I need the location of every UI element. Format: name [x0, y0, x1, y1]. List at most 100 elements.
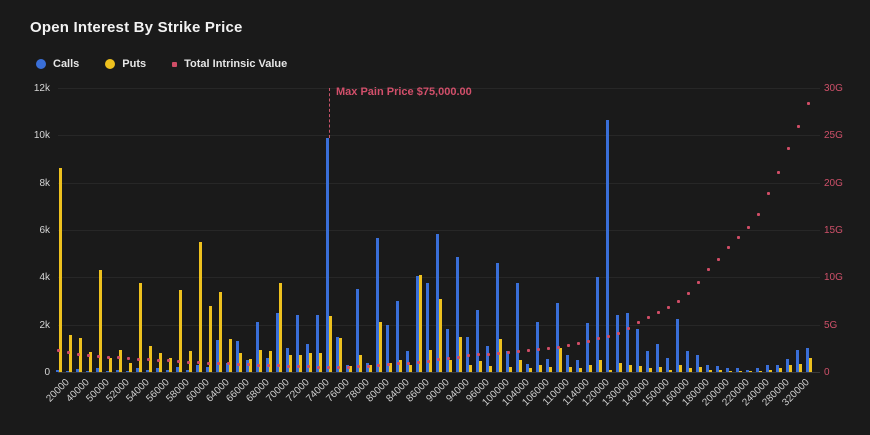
intrinsic-dot [487, 352, 490, 356]
puts-bar [109, 357, 112, 372]
calls-bar [356, 289, 359, 372]
puts-bar [469, 364, 472, 372]
calls-bar [336, 336, 339, 372]
puts-bar [179, 290, 182, 372]
calls-bar [706, 364, 709, 372]
puts-bar [199, 241, 202, 372]
puts-bar [799, 363, 802, 372]
intrinsic-dot [517, 349, 520, 353]
calls-bar [56, 369, 59, 372]
calls-bar [116, 369, 119, 372]
puts-bar [239, 353, 242, 372]
puts-bar [619, 362, 622, 372]
puts-bar [459, 336, 462, 372]
calls-bar [716, 366, 719, 372]
puts-bar [669, 369, 672, 372]
puts-bar [729, 370, 732, 372]
calls-bar [756, 368, 759, 372]
calls-bar [376, 238, 379, 372]
calls-bar [696, 355, 699, 372]
calls-bar [246, 360, 249, 372]
intrinsic-dot [307, 365, 310, 369]
intrinsic-dot [387, 363, 390, 367]
calls-bar [276, 312, 279, 372]
puts-bar [719, 369, 722, 372]
puts-bar [429, 349, 432, 372]
left-axis-tick-label: 8k [39, 178, 50, 189]
intrinsic-dot [127, 357, 130, 361]
intrinsic-dot [157, 358, 160, 362]
calls-bar [306, 343, 309, 372]
calls-bar [86, 370, 89, 372]
puts-bar [749, 370, 752, 372]
left-axis-tick-label: 12k [33, 83, 50, 94]
puts-bar [409, 364, 412, 372]
intrinsic-dot [587, 340, 590, 344]
puts-bar [69, 335, 72, 372]
left-axis-tick-label: 6k [39, 225, 50, 236]
intrinsic-dot [167, 359, 170, 363]
calls-bar [466, 336, 469, 372]
intrinsic-dot [247, 363, 250, 367]
puts-bar [699, 367, 702, 372]
puts-bar [519, 360, 522, 372]
intrinsic-dot [667, 306, 670, 310]
calls-bar [596, 277, 599, 372]
intrinsic-dot [567, 343, 570, 347]
intrinsic-dot [797, 125, 800, 129]
puts-bar [89, 351, 92, 372]
calls-bar [326, 137, 329, 372]
calls-bar [766, 364, 769, 372]
intrinsic-dot [267, 364, 270, 368]
puts-bar [259, 349, 262, 372]
intrinsic-dot [117, 356, 120, 360]
right-axis-tick-label: 5G [824, 320, 838, 331]
puts-bar [389, 362, 392, 372]
intrinsic-dot [177, 360, 180, 364]
intrinsic-dot [477, 353, 480, 357]
intrinsic-dot [607, 334, 610, 338]
intrinsic-dot [457, 355, 460, 359]
calls-bar [236, 341, 239, 372]
gridline [58, 277, 820, 278]
intrinsic-dot [57, 348, 60, 352]
puts-bar [299, 355, 302, 372]
intrinsic-dot [647, 315, 650, 319]
puts-bar [509, 367, 512, 372]
intrinsic-dot [297, 365, 300, 368]
calls-bar [146, 369, 149, 372]
legend-item-calls[interactable]: Calls [36, 58, 79, 70]
puts-bar [599, 360, 602, 372]
intrinsic-dot [727, 246, 730, 250]
calls-bar [216, 340, 219, 372]
right-axis-tick-label: 30G [824, 83, 843, 94]
intrinsic-dot [577, 342, 580, 346]
intrinsic-dot [677, 300, 680, 304]
calls-bar [686, 350, 689, 372]
intrinsic-dot [777, 170, 780, 174]
intrinsic-dot [697, 280, 700, 284]
puts-bar [169, 357, 172, 372]
intrinsic-dot [217, 361, 220, 365]
legend-item-total-intrinsic-value[interactable]: Total Intrinsic Value [172, 58, 287, 70]
puts-bar [339, 337, 342, 372]
calls-bar [736, 368, 739, 372]
calls-bar [66, 370, 69, 372]
intrinsic-dot [407, 361, 410, 365]
intrinsic-dot [237, 362, 240, 366]
intrinsic-dot [787, 147, 790, 151]
legend-item-puts[interactable]: Puts [105, 58, 146, 70]
puts-bar [189, 350, 192, 372]
intrinsic-legend-marker-icon [172, 61, 178, 67]
intrinsic-dot [257, 363, 260, 367]
calls-bar [616, 315, 619, 372]
puts-bar [449, 360, 452, 372]
puts-bar [679, 364, 682, 372]
left-axis-tick-label: 4k [39, 272, 50, 283]
puts-bar [609, 369, 612, 372]
intrinsic-dot [737, 236, 740, 240]
intrinsic-dot [107, 355, 110, 359]
calls-bar [526, 363, 529, 372]
calls-bar [206, 367, 209, 372]
